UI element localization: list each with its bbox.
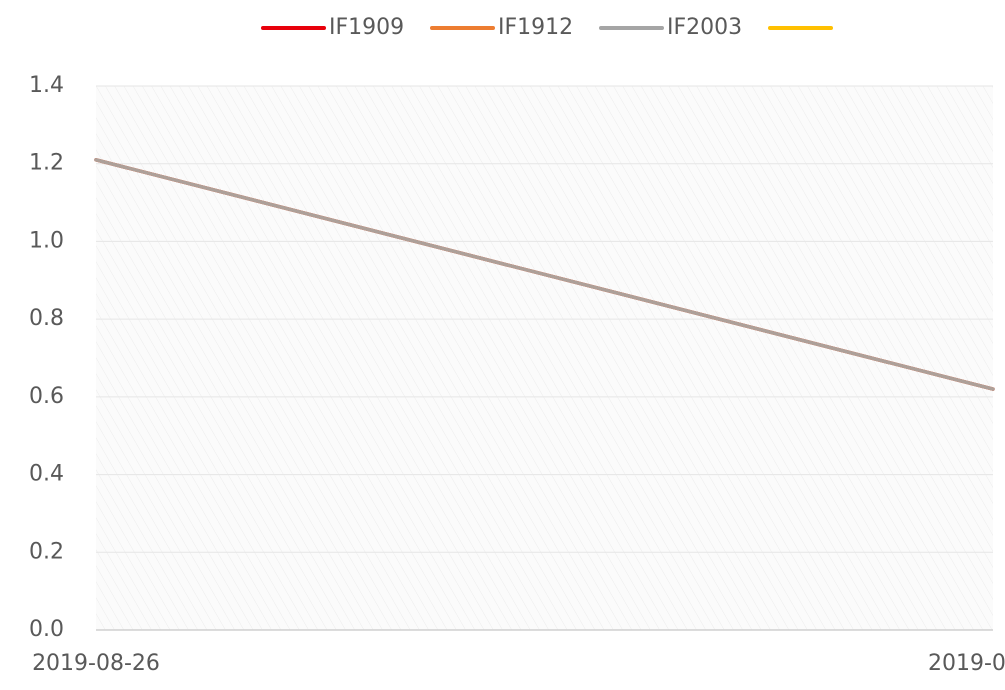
series-line	[94, 158, 995, 391]
legend-label: IF1912	[498, 15, 573, 40]
y-tick-label: 1.0	[29, 228, 64, 253]
y-tick-label: 1.4	[29, 73, 64, 98]
legend-label: IF1909	[329, 15, 404, 40]
y-tick-label: 1.2	[29, 151, 64, 176]
y-tick-label: 0.8	[29, 306, 64, 331]
y-tick-label: 0.0	[29, 617, 64, 642]
legend-label: IF2003	[667, 15, 742, 40]
plot-area	[96, 86, 993, 630]
x-tick-label: 2019-0	[928, 651, 1005, 676]
y-tick-label: 0.2	[29, 539, 64, 564]
y-tick-label: 0.6	[29, 384, 64, 409]
y-tick-label: 0.4	[29, 462, 64, 487]
x-tick-label: 2019-08-26	[32, 651, 160, 676]
